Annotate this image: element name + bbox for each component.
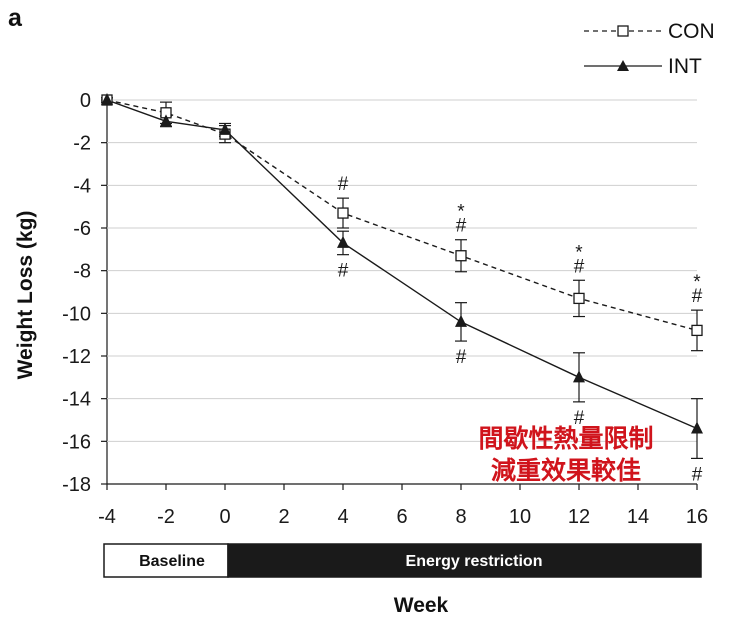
int-data-point (101, 93, 113, 105)
legend-con-label: CON (668, 20, 715, 43)
x-tick-label: 14 (627, 506, 649, 528)
x-tick-label: 8 (455, 506, 466, 528)
panel-letter: a (8, 4, 23, 32)
energy-restriction-box (227, 543, 702, 578)
y-tick-label: -16 (62, 431, 91, 453)
significance-hash: # (692, 286, 703, 307)
significance-hash: # (456, 216, 467, 237)
y-ticks: 0 -2 -4 -6 -8 -10 -12 -14 -16 -18 (62, 90, 107, 496)
baseline-label: Baseline (139, 553, 205, 570)
significance-hash: # (692, 464, 703, 485)
legend-int-label: INT (668, 55, 702, 78)
y-tick-label: -2 (73, 133, 91, 155)
y-axis-label: Weight Loss (kg) (14, 211, 37, 380)
con-data-point (573, 292, 585, 305)
x-tick-label: 16 (686, 506, 708, 528)
series (101, 93, 703, 459)
x-tick-label: -4 (98, 506, 116, 528)
int-data-point (219, 122, 231, 135)
x-tick-label: -2 (157, 506, 175, 528)
con-data-point (455, 250, 467, 262)
phase-band: Baseline Energy restriction (103, 543, 702, 578)
significance-annotations: ##*##*##*## (338, 174, 703, 485)
x-ticks: -4 -2 0 2 4 6 8 10 12 14 16 (98, 484, 708, 528)
energy-restriction-label: Energy restriction (406, 553, 543, 570)
int-data-point (573, 370, 585, 383)
baseline-box (103, 543, 229, 578)
int-data-point (337, 235, 349, 248)
significance-star: * (693, 272, 701, 293)
y-tick-label: -12 (62, 346, 91, 368)
legend-int-marker (617, 60, 629, 71)
grid-lines (107, 99, 697, 442)
con-data-point (337, 207, 349, 219)
con-data-point (691, 324, 703, 337)
significance-star: * (457, 202, 465, 223)
x-tick-label: 6 (396, 506, 407, 528)
int-data-point (691, 421, 703, 434)
overlay-line-2: 減重效果較佳 (491, 456, 641, 485)
significance-hash: # (338, 261, 349, 282)
y-tick-label: 0 (80, 90, 91, 112)
x-tick-label: 12 (568, 506, 590, 528)
overlay-line-1: 間歇性熱量限制 (478, 425, 653, 453)
con-series-line (106, 99, 698, 332)
x-tick-label: 0 (219, 506, 230, 528)
significance-hash: # (574, 256, 585, 277)
y-tick-label: -10 (62, 303, 91, 325)
y-tick-label: -6 (73, 218, 91, 240)
y-tick-label: -18 (62, 474, 91, 496)
x-axis-label: Week (394, 594, 449, 617)
significance-hash: # (574, 408, 585, 429)
x-tick-label: 2 (278, 506, 289, 528)
x-tick-label: 4 (337, 506, 348, 528)
significance-hash: # (456, 347, 467, 368)
int-data-point (160, 114, 172, 127)
significance-star: * (575, 242, 583, 263)
int-series-line (106, 99, 698, 430)
legend-con-marker (617, 25, 629, 37)
significance-hash: # (338, 174, 349, 195)
y-tick-label: -4 (73, 175, 91, 197)
y-tick-label: -14 (62, 389, 91, 411)
y-tick-label: -8 (73, 261, 91, 283)
legend: CON INT (584, 20, 715, 78)
int-data-point (455, 314, 467, 327)
x-tick-label: 10 (509, 506, 531, 528)
